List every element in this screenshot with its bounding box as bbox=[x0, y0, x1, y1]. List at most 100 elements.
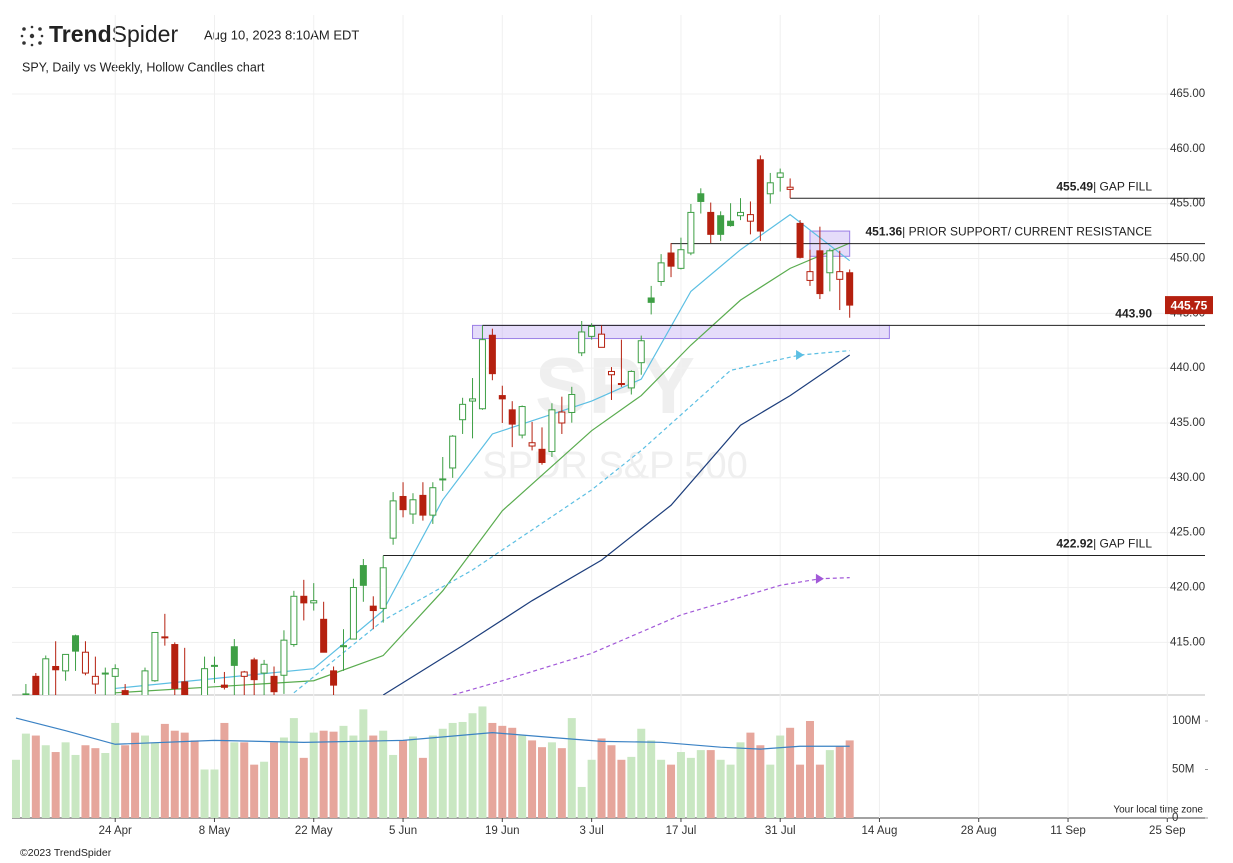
candle-body bbox=[250, 659, 258, 681]
candle-body bbox=[419, 494, 427, 516]
candle-body bbox=[349, 587, 357, 640]
volume-bar bbox=[279, 737, 288, 818]
copyright: ©2023 TrendSpider bbox=[20, 847, 112, 859]
volume-bar bbox=[71, 754, 80, 818]
candle-body bbox=[62, 653, 70, 672]
level-text: | PRIOR SUPPORT/ CURRENT RESISTANCE bbox=[902, 225, 1152, 239]
level-text: | GAP FILL bbox=[1093, 179, 1152, 193]
candle-body bbox=[766, 182, 774, 195]
volume-bar bbox=[597, 738, 606, 818]
candle-body bbox=[399, 495, 407, 511]
volume-bar bbox=[478, 706, 487, 818]
candle-body bbox=[498, 395, 506, 400]
volume-bar bbox=[150, 742, 159, 818]
line-arrow bbox=[796, 350, 805, 360]
candle-body bbox=[270, 675, 278, 693]
volume-bar bbox=[805, 720, 814, 818]
candle-body bbox=[548, 409, 556, 453]
candle-body bbox=[617, 383, 625, 386]
volume-bar bbox=[379, 730, 388, 818]
level-label: 422.92| GAP FILL bbox=[1056, 537, 1152, 551]
volume-bar bbox=[101, 753, 110, 818]
volume-bar bbox=[319, 730, 328, 818]
volume-bar bbox=[260, 761, 269, 818]
volume-bar bbox=[240, 742, 249, 818]
candle-body bbox=[836, 271, 844, 280]
level-label: 455.49| GAP FILL bbox=[1056, 179, 1152, 193]
volume-bar bbox=[31, 735, 40, 818]
volume-bar bbox=[577, 786, 586, 818]
level-label: 451.36| PRIOR SUPPORT/ CURRENT RESISTANC… bbox=[865, 225, 1152, 239]
candle-body bbox=[588, 325, 596, 337]
volume-bar bbox=[587, 759, 596, 818]
volume-bar bbox=[389, 754, 398, 818]
volume-bar bbox=[627, 756, 636, 818]
volume-bar bbox=[617, 759, 626, 818]
x-tick-label: 25 Sep bbox=[1149, 825, 1185, 837]
candle-body bbox=[558, 411, 566, 424]
candle-body bbox=[121, 690, 129, 695]
candle-body bbox=[300, 595, 308, 604]
volume-bar bbox=[746, 732, 755, 818]
candle-body bbox=[359, 565, 367, 586]
x-tick-label: 24 Apr bbox=[99, 825, 132, 837]
line-arrow bbox=[815, 573, 824, 584]
x-tick-label: 31 Jul bbox=[765, 825, 796, 837]
candle-body bbox=[369, 605, 377, 612]
candle-body bbox=[111, 668, 119, 677]
volume-bar bbox=[408, 736, 417, 818]
candle-body bbox=[210, 664, 218, 667]
volume-tick-label: 50M bbox=[1172, 764, 1194, 776]
volume-bar bbox=[230, 742, 239, 818]
volume-bar bbox=[716, 759, 725, 818]
timezone-note: Your local time zone bbox=[1113, 805, 1203, 816]
candle-body bbox=[697, 193, 705, 202]
brand-bold: Trend bbox=[49, 21, 112, 47]
candle-body bbox=[201, 668, 209, 695]
volume-bar bbox=[567, 718, 576, 818]
moving-average bbox=[382, 354, 851, 695]
volume-bar bbox=[667, 764, 676, 818]
candle-body bbox=[449, 435, 457, 469]
volume-bar bbox=[339, 725, 348, 818]
last-price-label: 445.75 bbox=[1171, 298, 1208, 312]
volume-bar bbox=[498, 725, 507, 818]
volume-bar bbox=[438, 728, 447, 818]
candle-body bbox=[91, 675, 99, 685]
y-tick-label: 415.00 bbox=[1170, 636, 1205, 648]
candle-body bbox=[439, 478, 447, 481]
y-tick-label: 450.00 bbox=[1170, 253, 1205, 265]
candle-body bbox=[151, 631, 159, 682]
volume-bar bbox=[210, 769, 219, 818]
volume-bar bbox=[845, 740, 854, 818]
volume-tick-label: 100M bbox=[1172, 715, 1201, 727]
candle-body bbox=[528, 442, 536, 447]
candle-body bbox=[806, 271, 814, 281]
candle-body bbox=[240, 671, 248, 677]
volume-bar bbox=[796, 764, 805, 818]
candle-body bbox=[707, 211, 715, 235]
candle-body bbox=[389, 500, 397, 539]
x-tick-label: 19 Jun bbox=[485, 825, 520, 837]
level-text: | GAP FILL bbox=[1093, 537, 1152, 551]
volume-bar bbox=[696, 750, 705, 818]
candle-body bbox=[459, 403, 467, 421]
volume-bar bbox=[637, 728, 646, 818]
volume-bar bbox=[448, 722, 457, 818]
moving-average bbox=[452, 577, 850, 695]
last-price-tag bbox=[1165, 296, 1213, 315]
volume-bar bbox=[557, 748, 566, 818]
level-price: 455.49 bbox=[1056, 179, 1093, 193]
candle-body bbox=[667, 252, 675, 267]
volume-bar bbox=[369, 735, 378, 818]
candle-body bbox=[796, 222, 804, 258]
price-pane bbox=[22, 155, 1205, 695]
candle-body bbox=[737, 211, 745, 217]
volume-bar bbox=[458, 721, 467, 818]
candle-body bbox=[42, 658, 50, 695]
volume-tick-label: 0 bbox=[1172, 812, 1178, 824]
volume-bar bbox=[825, 750, 834, 818]
candle-body bbox=[330, 670, 338, 686]
volume-bar bbox=[180, 732, 189, 818]
volume-bar bbox=[726, 764, 735, 818]
